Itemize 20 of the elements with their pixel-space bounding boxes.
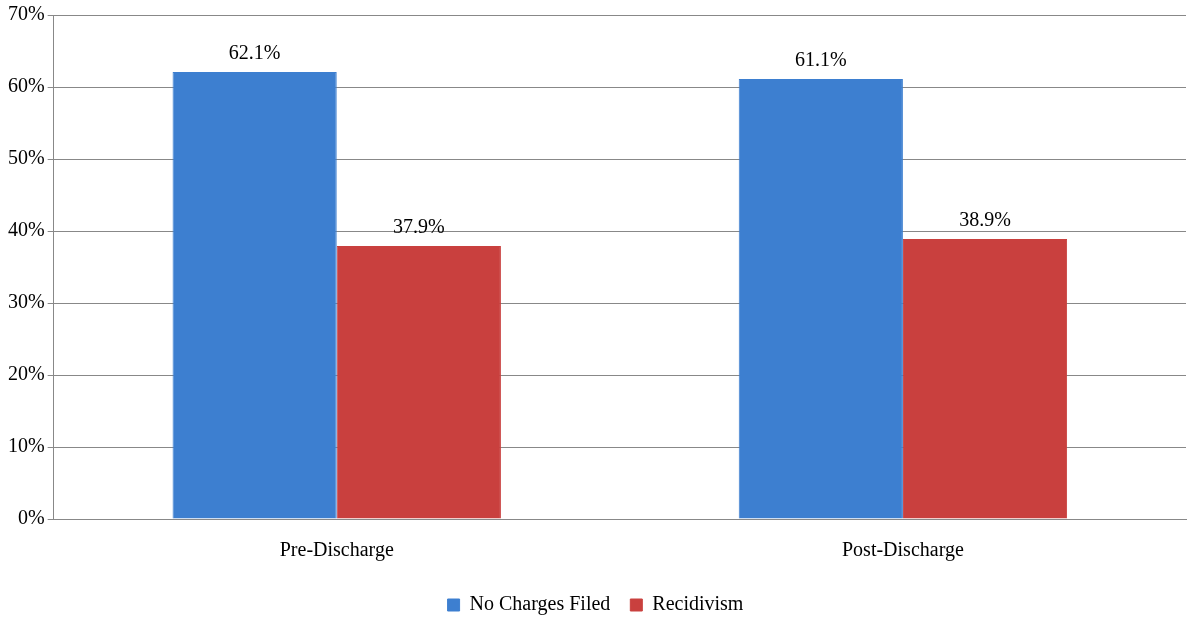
data-label: 61.1% bbox=[794, 48, 847, 71]
legend-label: No Charges Filed bbox=[469, 592, 611, 616]
y-tick-label: 10% bbox=[7, 434, 45, 457]
y-tick-label: 20% bbox=[7, 362, 45, 385]
bar bbox=[902, 238, 1068, 519]
x-tick-label: Post-Discharge bbox=[841, 538, 964, 562]
legend-label: Recidivism bbox=[652, 592, 744, 615]
bar bbox=[172, 71, 337, 519]
y-tick-label: 50% bbox=[7, 146, 45, 169]
data-label: 62.1% bbox=[228, 41, 281, 64]
y-tick-label: 0% bbox=[17, 506, 45, 529]
y-tick-label: 70% bbox=[7, 2, 45, 25]
y-tick-label: 30% bbox=[7, 290, 45, 313]
data-label: 37.9% bbox=[393, 215, 445, 238]
bar bbox=[738, 79, 903, 519]
y-tick-label: 40% bbox=[7, 218, 45, 241]
bar bbox=[336, 246, 501, 519]
y-tick-label: 60% bbox=[7, 74, 45, 97]
data-label: 38.9% bbox=[959, 208, 1011, 231]
x-tick-label: Pre-Discharge bbox=[279, 538, 394, 562]
